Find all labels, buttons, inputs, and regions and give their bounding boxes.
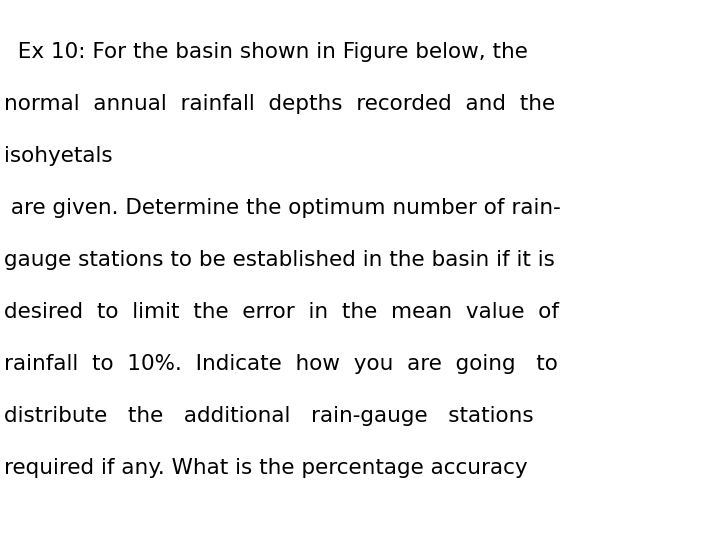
Text: normal  annual  rainfall  depths  recorded  and  the: normal annual rainfall depths recorded a… <box>4 94 555 114</box>
Text: required if any. What is the percentage accuracy: required if any. What is the percentage … <box>4 458 528 478</box>
Text: are given. Determine the optimum number of rain-: are given. Determine the optimum number … <box>4 198 561 218</box>
Text: desired  to  limit  the  error  in  the  mean  value  of: desired to limit the error in the mean v… <box>4 302 559 322</box>
Text: rainfall  to  10%.  Indicate  how  you  are  going   to: rainfall to 10%. Indicate how you are go… <box>4 354 558 374</box>
Text: isohyetals: isohyetals <box>4 146 112 166</box>
Text: distribute   the   additional   rain-gauge   stations: distribute the additional rain-gauge sta… <box>4 406 534 426</box>
Text: Ex 10: For the basin shown in Figure below, the: Ex 10: For the basin shown in Figure bel… <box>4 42 528 62</box>
Text: gauge stations to be established in the basin if it is: gauge stations to be established in the … <box>4 250 555 270</box>
